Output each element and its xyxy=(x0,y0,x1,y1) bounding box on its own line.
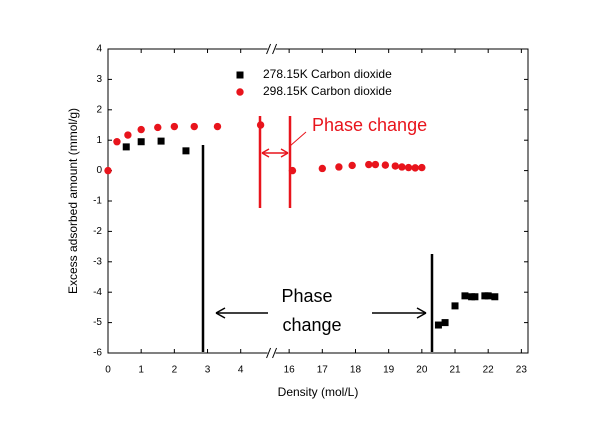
y-tick-label: 1 xyxy=(96,135,102,146)
x-tick-label: 4 xyxy=(238,365,244,376)
point xyxy=(124,131,132,139)
point xyxy=(441,319,449,327)
y-tick-label: 2 xyxy=(96,104,102,115)
arrow-head xyxy=(215,307,226,319)
legend-label: 278.15K Carbon dioxide xyxy=(263,67,392,81)
point xyxy=(398,163,406,171)
point xyxy=(381,161,390,169)
point xyxy=(288,166,297,175)
annotation-graphics xyxy=(201,116,434,352)
point xyxy=(461,292,469,300)
point xyxy=(213,122,222,131)
axis-break-gap xyxy=(267,351,276,355)
point xyxy=(348,161,356,170)
point xyxy=(182,147,190,155)
point xyxy=(170,122,179,131)
x-tick-label: 21 xyxy=(449,365,461,376)
leader-line xyxy=(289,131,307,147)
point xyxy=(418,163,426,172)
y-axis-label: Excess adsorbed amount (mmol/g) xyxy=(66,108,80,294)
x-tick-label: 2 xyxy=(172,365,178,376)
point xyxy=(471,293,479,301)
y-tick-label: 3 xyxy=(96,74,102,85)
point xyxy=(451,302,459,310)
point xyxy=(365,160,373,169)
x-tick-label: 20 xyxy=(416,365,428,376)
x-tick-label: 18 xyxy=(350,365,362,376)
annotation: Phase change xyxy=(312,115,427,135)
y-tick-label: -4 xyxy=(93,287,102,298)
legend-label: 298.15K Carbon dioxide xyxy=(263,84,392,98)
point xyxy=(137,125,145,134)
legend-marker xyxy=(236,88,244,96)
point xyxy=(371,160,380,169)
y-tick-label: -1 xyxy=(93,196,102,207)
x-tick-label: 17 xyxy=(317,365,329,376)
axis-break xyxy=(266,43,278,55)
point xyxy=(491,293,499,301)
point xyxy=(137,138,145,146)
point xyxy=(104,166,112,175)
y-tick-label: 0 xyxy=(96,165,102,176)
arrow-head xyxy=(416,307,427,319)
x-tick-label: 0 xyxy=(105,365,111,376)
annotation: change xyxy=(282,315,341,335)
point xyxy=(154,123,162,132)
y-tick-label: 4 xyxy=(96,44,102,55)
point xyxy=(411,164,419,172)
y-tick-label: -3 xyxy=(93,256,102,267)
x-tick-label: 16 xyxy=(284,365,296,376)
x-tick-label: 22 xyxy=(483,365,495,376)
point xyxy=(122,143,130,151)
point xyxy=(391,162,400,170)
point xyxy=(113,138,121,146)
y-tick-label: -5 xyxy=(93,317,102,328)
point xyxy=(318,164,327,173)
point xyxy=(190,122,198,131)
x-axis-label: Density (mol/L) xyxy=(278,385,359,399)
arrow-head xyxy=(261,148,289,158)
x-tick-label: 3 xyxy=(205,365,211,376)
point xyxy=(256,121,265,129)
point xyxy=(434,321,442,329)
point xyxy=(335,163,343,171)
annotation: Phase xyxy=(281,286,332,306)
point xyxy=(484,292,492,300)
axis-break-gap xyxy=(267,47,276,51)
x-tick-label: 1 xyxy=(138,365,144,376)
x-tick-label: 19 xyxy=(383,365,395,376)
point xyxy=(157,137,165,145)
legend-marker xyxy=(236,71,244,79)
axis-break xyxy=(266,347,278,359)
point xyxy=(404,163,413,172)
y-tick-label: -6 xyxy=(93,348,102,359)
y-tick-label: -2 xyxy=(93,226,102,237)
x-tick-label: 23 xyxy=(516,365,528,376)
